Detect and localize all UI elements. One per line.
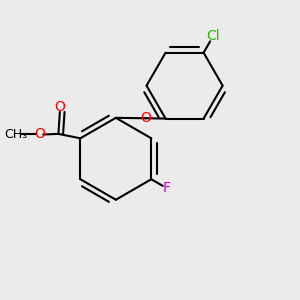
Text: F: F bbox=[163, 181, 170, 195]
Text: Cl: Cl bbox=[206, 29, 220, 43]
Text: O: O bbox=[54, 100, 65, 114]
Text: O: O bbox=[34, 128, 45, 142]
Text: O: O bbox=[140, 111, 151, 125]
Text: CH₃: CH₃ bbox=[4, 128, 28, 141]
